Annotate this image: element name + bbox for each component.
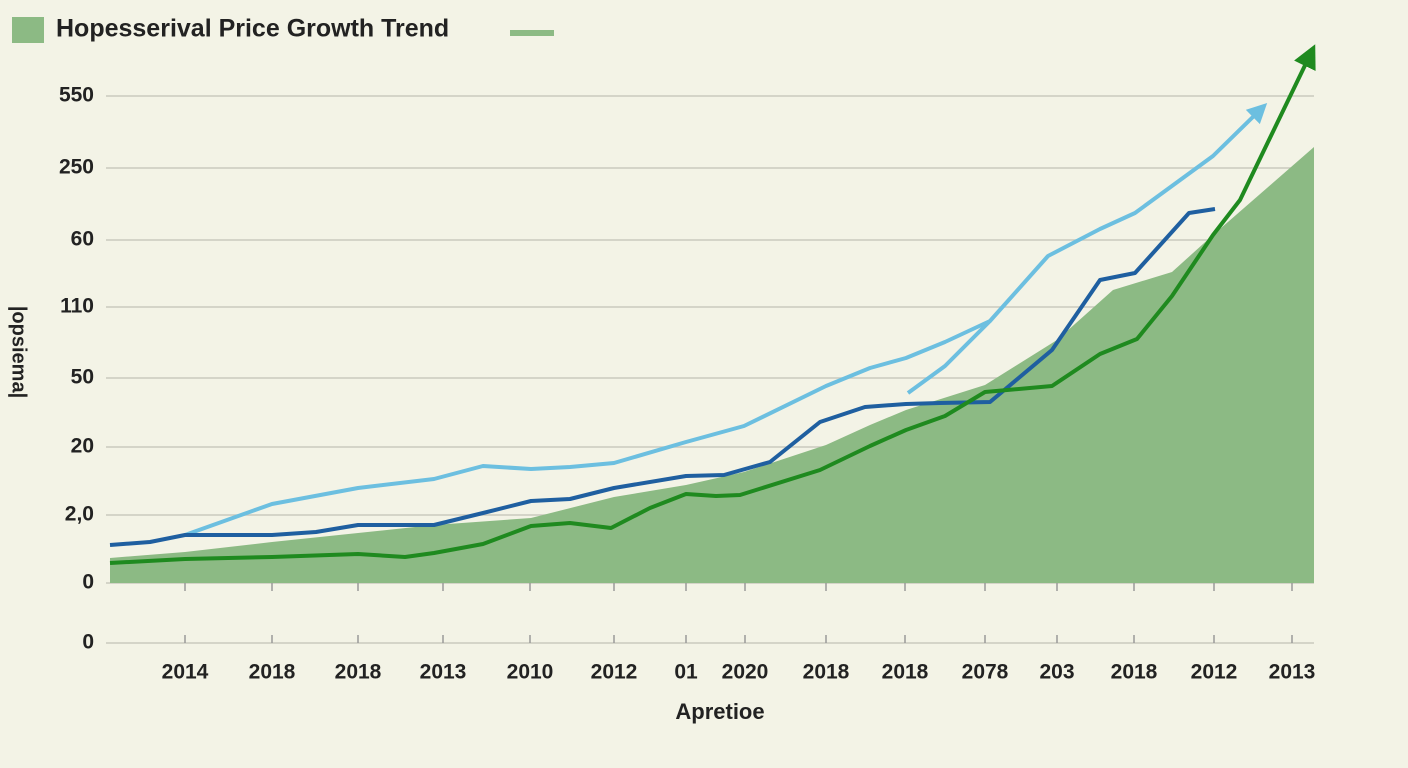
line [109,44,1316,565]
y-tick-label: 50 [71,366,94,389]
x-tick-label: 2018 [249,661,296,684]
y-tick-label: 0 [82,571,94,594]
y-tick-label: 0 [82,631,94,654]
x-tick-label: 2018 [803,661,850,684]
x-tick-label: 2018 [335,661,382,684]
x-tick-label: 2013 [420,661,467,684]
area [110,147,1314,583]
y-axis-label: |opsiema| [8,306,30,398]
x-tick-label: 2018 [882,661,929,684]
x-axis-label: Apretioe [675,699,764,724]
chart-title: Hopesserival Price Growth Trend [56,15,449,43]
y-tick-label: 60 [71,228,94,251]
x-tick-label: 2012 [1191,661,1238,684]
line [184,103,1268,537]
x-tick-label: 2018 [1111,661,1158,684]
y-tick-label: 550 [59,84,94,107]
x-tick-label: 2078 [962,661,1009,684]
y-tick-label: 2,0 [65,503,94,526]
line [906,319,992,395]
x-tick-label: 2012 [591,661,638,684]
x-tick-label: 2020 [722,661,769,684]
x-tick-label: 2013 [1269,661,1316,684]
x-tick-label: 203 [1039,661,1074,684]
line [109,207,1216,547]
legend-swatch [12,17,44,43]
y-tick-label: 250 [59,156,94,179]
x-tick-label: 2010 [507,661,554,684]
y-tick-label: 20 [71,435,94,458]
y-tick-label: 110 [60,295,94,318]
x-tick-label: 01 [674,661,698,684]
x-tick-label: 2014 [162,661,209,684]
